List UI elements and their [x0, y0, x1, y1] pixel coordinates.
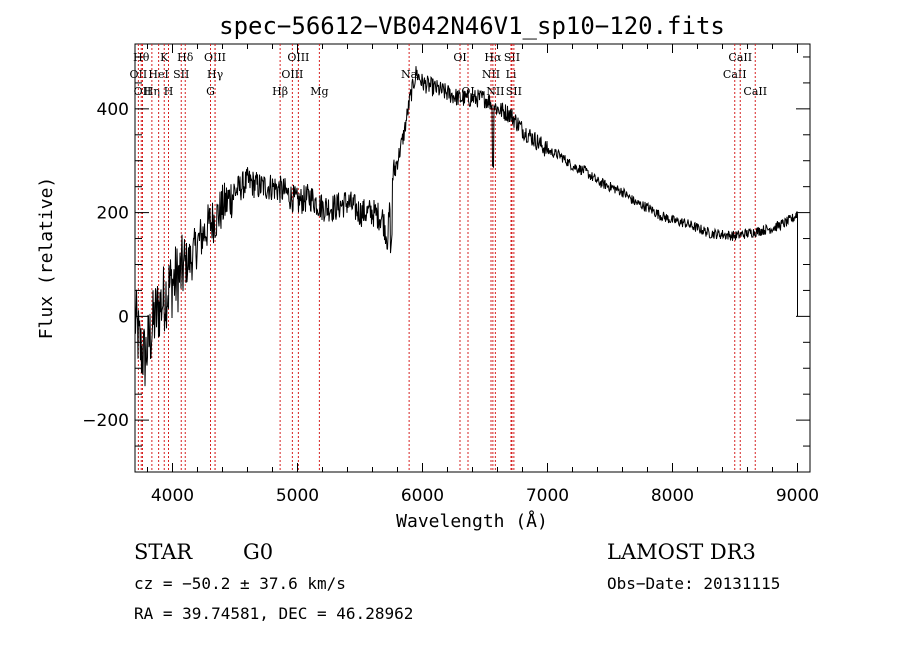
spectral-line-label: CaII [723, 68, 747, 81]
y-axis-ticks: −200 0 200 400 [82, 56, 810, 447]
spectral-line-label: SII [504, 51, 520, 64]
spectral-line-label: Hδ [177, 51, 194, 64]
spectral-line-label: Hη [144, 85, 160, 98]
spectral-line-label: OIII [281, 68, 303, 81]
spectral-line-label: Hγ [207, 68, 224, 81]
spectral-line-label: Li [506, 68, 517, 81]
y-tick-label: 0 [118, 307, 129, 327]
object-subclass: G0 [243, 540, 273, 564]
coords-text: RA = 39.74581, DEC = 46.28962 [134, 604, 413, 623]
x-axis-ticks: 4000 5000 6000 7000 8000 9000 [147, 44, 819, 506]
spectral-line-label: OIII [287, 51, 309, 64]
y-axis-label: Flux (relative) [36, 177, 57, 340]
chart-title: spec−56612−VB042N46V1_sp10−120.fits [219, 12, 725, 40]
redshift-text: cz = −50.2 ± 37.6 km/s [134, 574, 346, 593]
spectral-line-label: SII [173, 68, 189, 81]
spectral-line-label: Hα [484, 51, 502, 64]
spectral-line-label: NII [486, 85, 504, 98]
spectral-line-label: G [206, 85, 215, 98]
x-tick-label: 6000 [401, 486, 444, 506]
spectral-lines: OIIHθOIIHηHeIKHSIIHδGOIIIHγHβOIIIOIIIMgN… [130, 44, 767, 472]
x-tick-label: 8000 [651, 486, 694, 506]
spectral-line-label: Na [401, 68, 418, 81]
x-tick-label: 9000 [776, 486, 819, 506]
x-tick-label: 5000 [276, 486, 319, 506]
x-axis-label: Wavelength (Å) [396, 510, 548, 532]
obs-date-text: Obs−Date: 20131115 [607, 574, 780, 593]
spectral-line-label: CaII [728, 51, 752, 64]
spectral-line-label: H [164, 85, 174, 98]
spectral-line-label: HeI [148, 68, 168, 81]
spectral-line-label: OII [134, 85, 152, 98]
x-tick-label: 7000 [526, 486, 569, 506]
spectral-line-label: K [160, 51, 169, 64]
x-tick-label: 4000 [151, 486, 194, 506]
spectral-line-label: NII [482, 68, 500, 81]
y-tick-label: 200 [97, 204, 129, 224]
survey-label: LAMOST DR3 [607, 540, 756, 564]
spectral-line-label: OII [130, 68, 148, 81]
spectral-line-label: Hβ [272, 85, 288, 98]
spectral-line-label: Mg [310, 85, 328, 98]
flux-series [134, 66, 798, 387]
spectral-line-label: SII [506, 85, 522, 98]
y-tick-label: 400 [97, 100, 129, 120]
spectral-line-label: CaII [743, 85, 767, 98]
spectral-line-label: Hθ [133, 51, 150, 64]
object-class: STAR [134, 540, 193, 564]
y-tick-label: −200 [82, 411, 129, 431]
plot-frame [134, 43, 811, 473]
spectral-line-label: OI [453, 51, 466, 64]
